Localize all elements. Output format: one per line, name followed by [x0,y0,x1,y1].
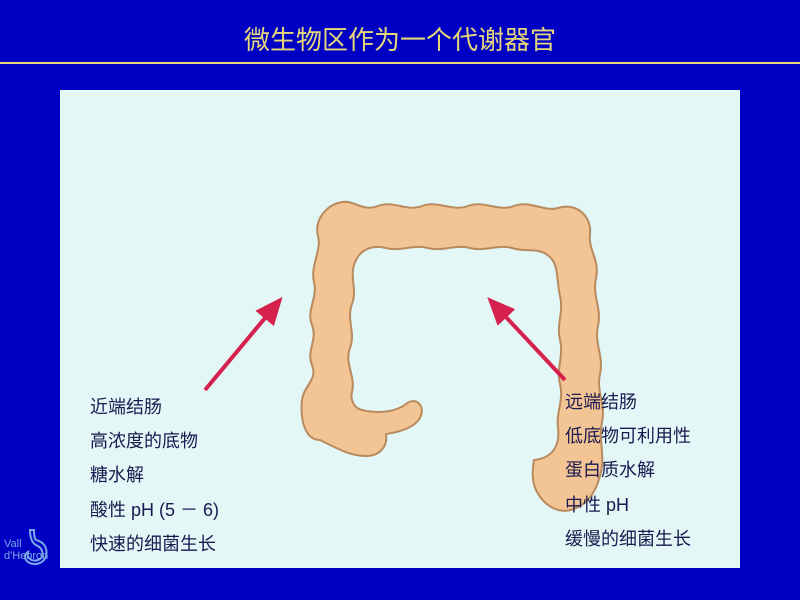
left-line-1: 近端结肠 [90,390,219,424]
distal-colon-labels: 远端结肠 低底物可利用性 蛋白质水解 中性 pH 缓慢的细菌生长 [565,385,691,556]
left-line-5: 快速的细菌生长 [90,527,219,561]
right-line-5: 缓慢的细菌生长 [565,522,691,556]
arrow-left [205,300,280,390]
right-line-1: 远端结肠 [565,385,691,419]
right-line-2: 低底物可利用性 [565,419,691,453]
colon-outline [302,202,603,511]
left-line-2: 高浓度的底物 [90,424,219,458]
left-line-4: 酸性 pH (5 － 6) [90,493,219,527]
stomach-icon [22,528,52,568]
title-underline [0,62,800,64]
slide: 微生物区作为一个代谢器官 近端结肠 高浓度的底物 糖水解 酸性 pH (5 － … [0,0,800,600]
colon-shape [302,202,603,511]
proximal-colon-labels: 近端结肠 高浓度的底物 糖水解 酸性 pH (5 － 6) 快速的细菌生长 [90,390,219,561]
arrow-right [490,300,565,380]
left-line-3: 糖水解 [90,458,219,492]
logo: Vall d'Hebron [4,538,48,562]
content-panel: 近端结肠 高浓度的底物 糖水解 酸性 pH (5 － 6) 快速的细菌生长 远端… [60,90,740,568]
slide-title: 微生物区作为一个代谢器官 [0,20,800,57]
stomach-path [25,530,47,564]
right-line-3: 蛋白质水解 [565,453,691,487]
right-line-4: 中性 pH [565,488,691,522]
